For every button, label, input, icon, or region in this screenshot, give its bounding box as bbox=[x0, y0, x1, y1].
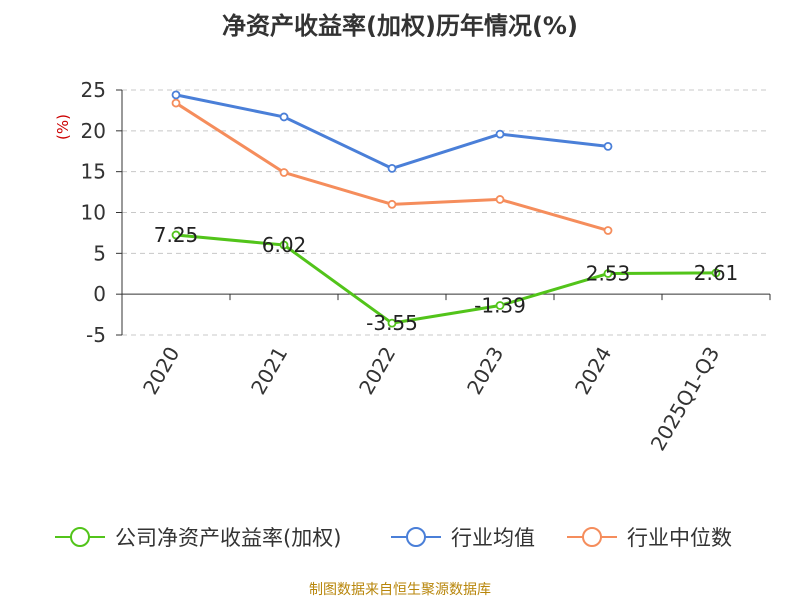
data-point bbox=[279, 168, 289, 177]
x-tick-label: 2024 bbox=[570, 343, 616, 399]
legend-label: 公司净资产收益率(加权) bbox=[115, 526, 341, 550]
series-line bbox=[175, 233, 717, 325]
legend-label: 行业中位数 bbox=[627, 526, 732, 550]
chart-title: 净资产收益率(加权)历年情况(%) bbox=[222, 12, 578, 40]
grid-lines bbox=[122, 89, 770, 336]
x-tick-label: 2023 bbox=[462, 343, 508, 399]
data-point bbox=[495, 129, 505, 139]
y-tick-label: 20 bbox=[81, 119, 106, 143]
data-label: 7.25 bbox=[154, 223, 199, 247]
x-tick-label: 2021 bbox=[246, 343, 292, 399]
data-point bbox=[603, 141, 613, 151]
series: 7.25 6.02 -3.55 -1.39 2.53 2.61 bbox=[154, 90, 739, 335]
x-tick-label: 2022 bbox=[354, 343, 400, 399]
legend-marker bbox=[582, 527, 602, 547]
data-point bbox=[495, 195, 505, 204]
data-point bbox=[279, 240, 289, 250]
data-label: 2.53 bbox=[586, 262, 631, 286]
legend-label: 行业均值 bbox=[451, 526, 535, 550]
data-point bbox=[711, 268, 721, 278]
y-tick-label: 15 bbox=[81, 160, 106, 184]
x-tick-label: 2020 bbox=[138, 343, 184, 399]
series-line bbox=[175, 93, 609, 170]
data-label: -1.39 bbox=[474, 294, 526, 318]
data-point bbox=[387, 318, 397, 328]
legend: 公司净资产收益率(加权) 行业均值 行业中位数 bbox=[55, 526, 732, 550]
y-tick-label: 10 bbox=[81, 201, 106, 225]
data-point bbox=[603, 269, 613, 278]
y-axis-label: (%) bbox=[54, 114, 72, 140]
data-label: 2.61 bbox=[694, 261, 739, 285]
data-point bbox=[603, 226, 613, 235]
legend-marker bbox=[70, 527, 90, 547]
data-label: -3.55 bbox=[366, 311, 418, 335]
y-tick-label: 25 bbox=[81, 78, 106, 102]
legend-marker bbox=[406, 527, 426, 547]
x-tick-label: 2025Q1-Q3 bbox=[646, 343, 725, 455]
data-point bbox=[387, 163, 397, 173]
axes: -5 0 5 10 15 20 25 2020 2021 2022 2023 2024 2025Q1-Q… bbox=[81, 78, 771, 455]
data-point bbox=[279, 112, 289, 122]
data-point bbox=[495, 301, 505, 310]
data-point bbox=[387, 199, 397, 209]
data-point bbox=[171, 90, 181, 100]
data-label: 6.02 bbox=[262, 233, 307, 257]
data-point bbox=[171, 230, 181, 240]
data-point bbox=[171, 98, 181, 108]
source-note: 制图数据来自恒生聚源数据库 bbox=[309, 582, 491, 598]
y-tick-label: -5 bbox=[86, 323, 106, 347]
y-tick-label: 5 bbox=[93, 241, 106, 265]
y-tick-label: 0 bbox=[93, 282, 106, 306]
